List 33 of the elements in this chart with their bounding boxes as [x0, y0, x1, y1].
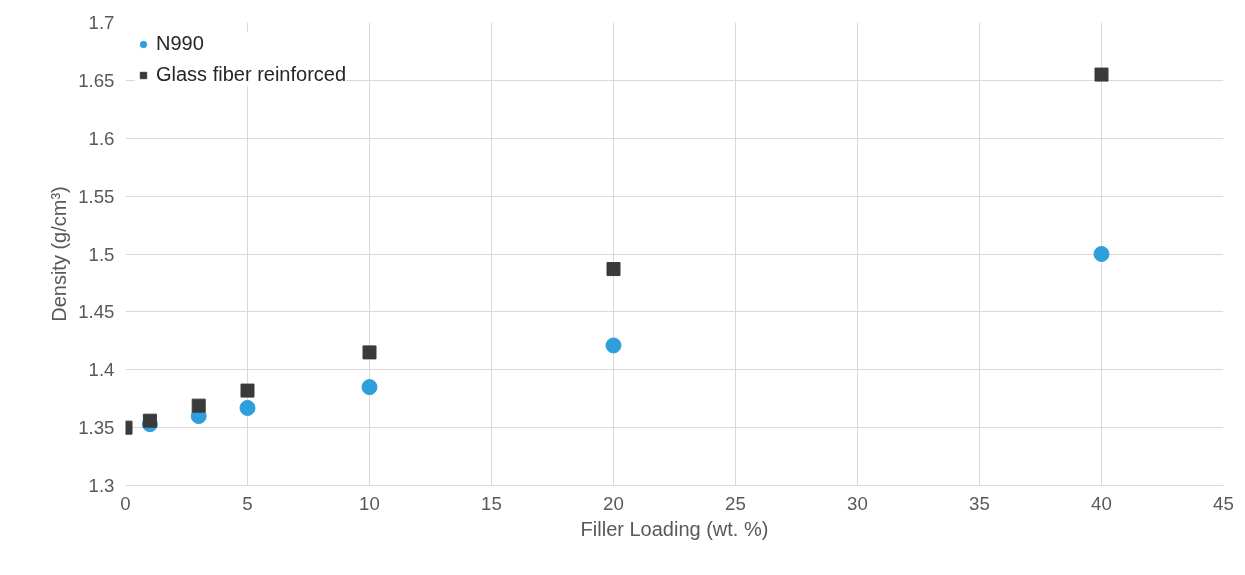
point: [239, 399, 256, 416]
x-tick-label: 40: [1091, 492, 1112, 514]
x-tick-label: 0: [120, 492, 131, 514]
point: [142, 413, 157, 428]
x-tick-label: 20: [603, 492, 624, 514]
legend-label: Glass fiber reinforced: [156, 63, 347, 86]
y-tick-label: 1.7: [88, 12, 115, 33]
x-tick-label: 45: [1213, 492, 1234, 514]
legend-label: N990: [156, 32, 204, 55]
y-tick-label: 1.65: [78, 69, 115, 91]
y-axis-title: Density (g/cm³): [48, 186, 71, 322]
y-tick-label: 1.3: [88, 475, 115, 496]
x-tick-label: 10: [359, 492, 380, 514]
point: [191, 398, 206, 413]
x-tick-label: 15: [481, 492, 502, 514]
y-tick-label: 1.5: [88, 243, 115, 265]
point: [1093, 246, 1110, 262]
point: [1094, 67, 1109, 82]
x-axis-title: Filler Loading (wt. %): [580, 517, 769, 540]
x-tick-label: 35: [969, 492, 990, 514]
y-tick-label: 1.6: [88, 127, 115, 149]
y-tick-label: 1.4: [88, 359, 115, 381]
point: [606, 262, 621, 277]
x-tick-label: 30: [847, 492, 868, 514]
y-tick-label: 1.35: [78, 417, 115, 439]
x-tick-label: 5: [242, 492, 253, 514]
point: [362, 345, 377, 360]
y-tick-label: 1.45: [78, 301, 115, 323]
x-tick-label: 25: [725, 492, 746, 514]
point: [240, 383, 255, 398]
y-tick-label: 1.55: [78, 185, 115, 207]
point: [361, 379, 378, 396]
point: [605, 337, 622, 354]
